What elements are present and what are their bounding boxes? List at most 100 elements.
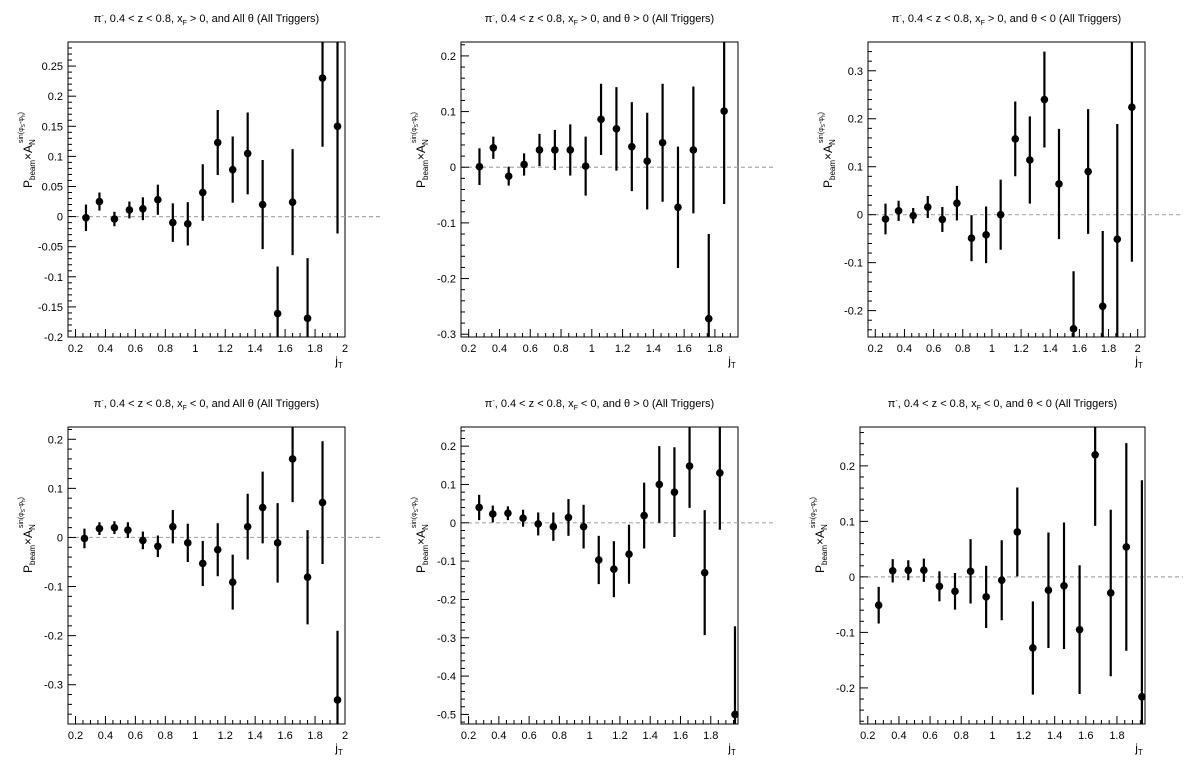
y-tick-label: -0.2 — [44, 332, 63, 344]
plot-frame — [460, 426, 739, 725]
x-tick-label: 0.8 — [158, 343, 173, 355]
x-tick-label: 0.6 — [922, 730, 937, 742]
data-point — [80, 534, 89, 543]
data-point — [938, 215, 947, 224]
y-tick-label: -0.1 — [44, 582, 63, 594]
y-tick-label: 0.2 — [840, 461, 855, 473]
data-point — [716, 469, 724, 477]
y-tick-label: -0.2 — [437, 594, 456, 606]
data-point — [125, 206, 134, 214]
data-point — [720, 107, 728, 115]
x-tick-label: 1.4 — [643, 730, 658, 742]
data-point — [935, 582, 944, 591]
x-tick-label: 1.4 — [1047, 730, 1062, 742]
data-point — [1138, 692, 1146, 701]
data-point — [1106, 589, 1115, 597]
data-point — [139, 536, 147, 545]
data-point — [1055, 180, 1063, 188]
x-axis-label: jT — [1134, 741, 1143, 757]
data-point — [198, 188, 207, 197]
y-tick-label: 0 — [450, 518, 456, 530]
y-tick-label: 0 — [57, 212, 63, 224]
panel-4: π-, 0.4 < z < 0.8, xF < 0, and All θ (Al… — [18, 398, 383, 757]
x-tick-label: 0.8 — [553, 343, 568, 355]
data-point — [213, 138, 222, 147]
panel-title: π-, 0.4 < z < 0.8, xF < 0, and θ > 0 (Al… — [485, 398, 714, 412]
data-point — [1044, 586, 1053, 595]
x-tick-label: 1.8 — [1101, 343, 1116, 355]
data-point — [1011, 135, 1020, 143]
y-tick-label: -0.2 — [836, 683, 855, 695]
data-point — [689, 146, 698, 154]
data-point — [169, 218, 177, 227]
y-tick-label: 0.1 — [840, 516, 855, 528]
data-point — [154, 195, 162, 204]
data-point — [1122, 543, 1131, 551]
x-tick-label: 0.6 — [128, 730, 143, 742]
x-tick-label: 0.2 — [868, 343, 883, 355]
data-point — [597, 115, 605, 124]
data-point — [982, 231, 990, 239]
y-tick-label: 0 — [849, 572, 855, 584]
data-point — [95, 524, 104, 533]
y-tick-label: -0.15 — [38, 302, 63, 314]
data-point — [243, 149, 252, 158]
data-point — [643, 157, 652, 165]
data-point — [534, 520, 542, 528]
y-tick-label: -0.3 — [437, 329, 456, 341]
x-tick-label: 1.6 — [277, 730, 292, 742]
y-axis-label: Pbeam×ANsin(φS-φh) — [810, 497, 829, 573]
y-tick-label: -0.5 — [437, 709, 456, 721]
panel-title: π-, 0.4 < z < 0.8, xF < 0, and All θ (Al… — [94, 398, 319, 412]
y-tick-label: -0.3 — [44, 680, 63, 692]
data-point — [909, 211, 917, 220]
x-tick-label: 1.2 — [1016, 730, 1031, 742]
x-tick-label: 1 — [989, 730, 995, 742]
data-point — [640, 511, 648, 520]
data-point — [228, 165, 237, 174]
data-point — [318, 498, 327, 507]
data-point — [488, 510, 497, 518]
data-point — [110, 523, 119, 532]
data-point — [1113, 235, 1122, 243]
y-axis-label: Pbeam×ANsin(φS-φh) — [818, 112, 837, 188]
data-point — [154, 542, 162, 551]
x-tick-label: 1.2 — [615, 343, 630, 355]
data-point — [685, 462, 694, 470]
y-tick-label: 0.2 — [848, 114, 863, 126]
y-tick-label: 0 — [450, 162, 456, 174]
x-axis-label: jT — [1134, 354, 1143, 370]
data-point — [183, 539, 192, 547]
data-point — [655, 480, 664, 489]
data-point — [1098, 302, 1107, 311]
data-point — [674, 203, 682, 212]
x-tick-label: 1 — [192, 730, 198, 742]
data-point — [169, 522, 177, 531]
x-tick-label: 0.4 — [98, 343, 113, 355]
y-axis-label: Pbeam×ANsin(φS-φh) — [18, 112, 37, 188]
data-point — [535, 146, 544, 154]
data-point — [1026, 156, 1034, 164]
data-point — [700, 568, 709, 577]
y-tick-label: 0.2 — [441, 441, 456, 453]
plot-frame — [460, 41, 739, 338]
x-tick-label: 1.8 — [703, 730, 718, 742]
x-axis-label: jT — [334, 354, 343, 370]
data-point — [612, 125, 621, 133]
panel-title: π-, 0.4 < z < 0.8, xF > 0, and θ < 0 (Al… — [892, 13, 1121, 27]
y-tick-label: 0 — [57, 532, 63, 544]
data-point — [966, 567, 975, 576]
data-point — [904, 566, 913, 575]
y-tick-label: 0.1 — [441, 479, 456, 491]
data-point — [549, 522, 558, 531]
data-point — [967, 234, 976, 242]
data-point — [333, 696, 342, 704]
panel-1: π-, 0.4 < z < 0.8, xF > 0, and All θ (Al… — [18, 13, 383, 370]
data-point — [1040, 95, 1049, 104]
x-tick-label: 0.6 — [523, 343, 538, 355]
x-tick-label: 1.6 — [277, 343, 292, 355]
y-axis-label: Pbeam×ANsin(φS-φh) — [18, 497, 37, 573]
y-tick-label: -0.2 — [437, 274, 456, 286]
data-point — [923, 203, 932, 211]
